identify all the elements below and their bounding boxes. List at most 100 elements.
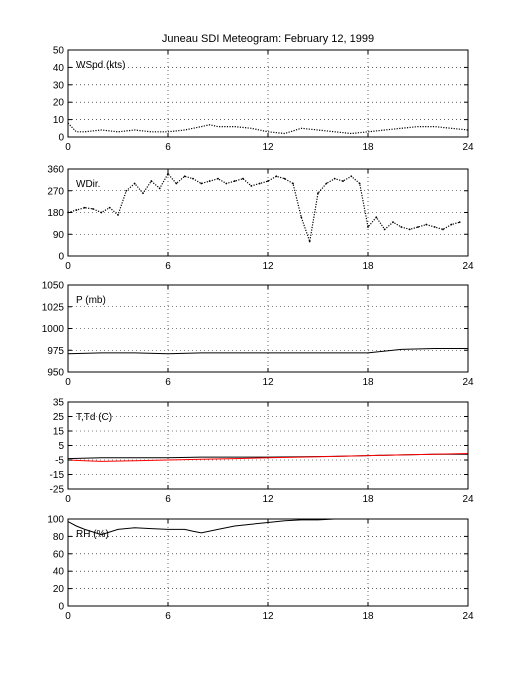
panel-label: P (mb) xyxy=(76,295,106,306)
x-tick-label: 24 xyxy=(462,261,474,272)
panel-wspd-kts: 0 6 12 18 24 0 10 20 30 40 50 WSpd (kts) xyxy=(53,46,474,154)
data-point xyxy=(175,182,178,185)
data-point xyxy=(92,207,94,210)
y-tick-label: 20 xyxy=(53,584,65,595)
data-point xyxy=(100,211,103,214)
y-tick-label: 1000 xyxy=(42,324,65,335)
data-point xyxy=(383,228,386,231)
panel-p-mb: 0 6 12 18 24 950 975 1000 1025 1050 P (mb) xyxy=(42,281,474,389)
data-point xyxy=(242,177,244,180)
y-tick-label: 30 xyxy=(53,80,65,91)
x-tick-label: 0 xyxy=(65,377,71,388)
x-tick-label: 0 xyxy=(65,494,71,505)
x-tick-label: 18 xyxy=(362,261,374,272)
x-tick-label: 6 xyxy=(165,142,171,153)
panel-label: T,Td (C) xyxy=(76,412,112,423)
x-tick-label: 12 xyxy=(262,142,274,153)
x-tick-label: 24 xyxy=(462,377,474,388)
data-point xyxy=(375,216,378,219)
y-tick-label: 270 xyxy=(47,186,64,197)
data-point xyxy=(192,177,194,180)
data-point xyxy=(208,180,211,182)
data-point xyxy=(75,209,78,211)
data-point xyxy=(133,182,136,185)
y-tick-label: 20 xyxy=(53,98,65,109)
data-point xyxy=(442,228,444,231)
y-tick-label: 180 xyxy=(47,208,64,219)
y-tick-label: 360 xyxy=(47,165,64,176)
panel-label: RH (%) xyxy=(76,529,109,540)
y-tick-label: 90 xyxy=(53,230,65,241)
data-point xyxy=(158,187,161,190)
x-tick-label: 18 xyxy=(362,494,374,505)
x-tick-label: 24 xyxy=(462,494,474,505)
data-point xyxy=(325,182,328,185)
x-tick-label: 12 xyxy=(262,377,274,388)
data-point xyxy=(183,175,186,178)
x-tick-label: 0 xyxy=(65,142,71,153)
y-tick-label: 5 xyxy=(58,441,64,452)
y-tick-label: 1050 xyxy=(42,281,65,292)
y-tick-label: -5 xyxy=(55,456,64,467)
plot-frame xyxy=(67,49,469,138)
y-tick-label: 1025 xyxy=(42,302,65,313)
y-tick-label: 15 xyxy=(53,427,65,438)
data-point xyxy=(258,182,261,185)
x-tick-label: 12 xyxy=(262,494,274,505)
y-tick-label: 0 xyxy=(58,252,64,263)
panel-wdir: 0 6 12 18 24 0 90 180 270 360 WDir. xyxy=(47,165,474,273)
data-point xyxy=(392,221,394,224)
data-point xyxy=(367,226,369,228)
y-tick-label: 35 xyxy=(53,398,65,409)
y-tick-label: 50 xyxy=(53,46,65,57)
x-tick-label: 6 xyxy=(165,261,171,272)
x-tick-label: 6 xyxy=(165,377,171,388)
y-tick-label: 40 xyxy=(53,567,65,578)
data-point xyxy=(83,206,86,209)
data-point xyxy=(275,175,278,178)
data-point xyxy=(217,177,219,180)
x-tick-label: 24 xyxy=(462,142,474,153)
x-tick-label: 0 xyxy=(65,261,71,272)
data-point xyxy=(292,182,294,185)
x-tick-label: 6 xyxy=(165,494,171,505)
data-point xyxy=(450,223,453,226)
data-point xyxy=(350,175,353,178)
data-point xyxy=(425,223,428,226)
data-point xyxy=(417,226,419,228)
panel-label: WSpd (kts) xyxy=(76,60,125,71)
series-line xyxy=(67,172,460,242)
x-tick-label: 12 xyxy=(262,261,274,272)
data-point xyxy=(317,192,319,195)
data-point xyxy=(458,221,461,224)
data-point xyxy=(300,216,303,219)
plot-frame xyxy=(67,518,469,607)
data-point xyxy=(200,182,203,185)
series-line xyxy=(67,348,468,355)
data-point xyxy=(408,228,411,231)
data-point xyxy=(125,189,128,192)
data-point xyxy=(225,182,228,185)
y-tick-label: 100 xyxy=(47,515,64,526)
y-tick-label: 0 xyxy=(58,133,64,144)
x-tick-label: 24 xyxy=(462,611,474,622)
data-point xyxy=(142,192,144,195)
data-point xyxy=(342,180,344,182)
data-point xyxy=(233,180,236,182)
y-tick-label: 40 xyxy=(53,63,65,74)
x-tick-label: 0 xyxy=(65,611,71,622)
y-tick-label: 0 xyxy=(58,602,64,613)
data-point xyxy=(250,185,253,187)
data-point xyxy=(150,180,153,182)
data-point xyxy=(333,177,336,180)
y-tick-label: -15 xyxy=(50,470,65,481)
series-line xyxy=(67,453,469,462)
x-tick-label: 18 xyxy=(362,377,374,388)
y-tick-label: 950 xyxy=(47,368,64,379)
panel-rh: 0 6 12 18 24 0 20 40 60 80 100 RH (%) xyxy=(47,515,474,623)
y-tick-label: 975 xyxy=(47,346,64,357)
data-point xyxy=(167,172,169,175)
x-tick-label: 18 xyxy=(362,611,374,622)
